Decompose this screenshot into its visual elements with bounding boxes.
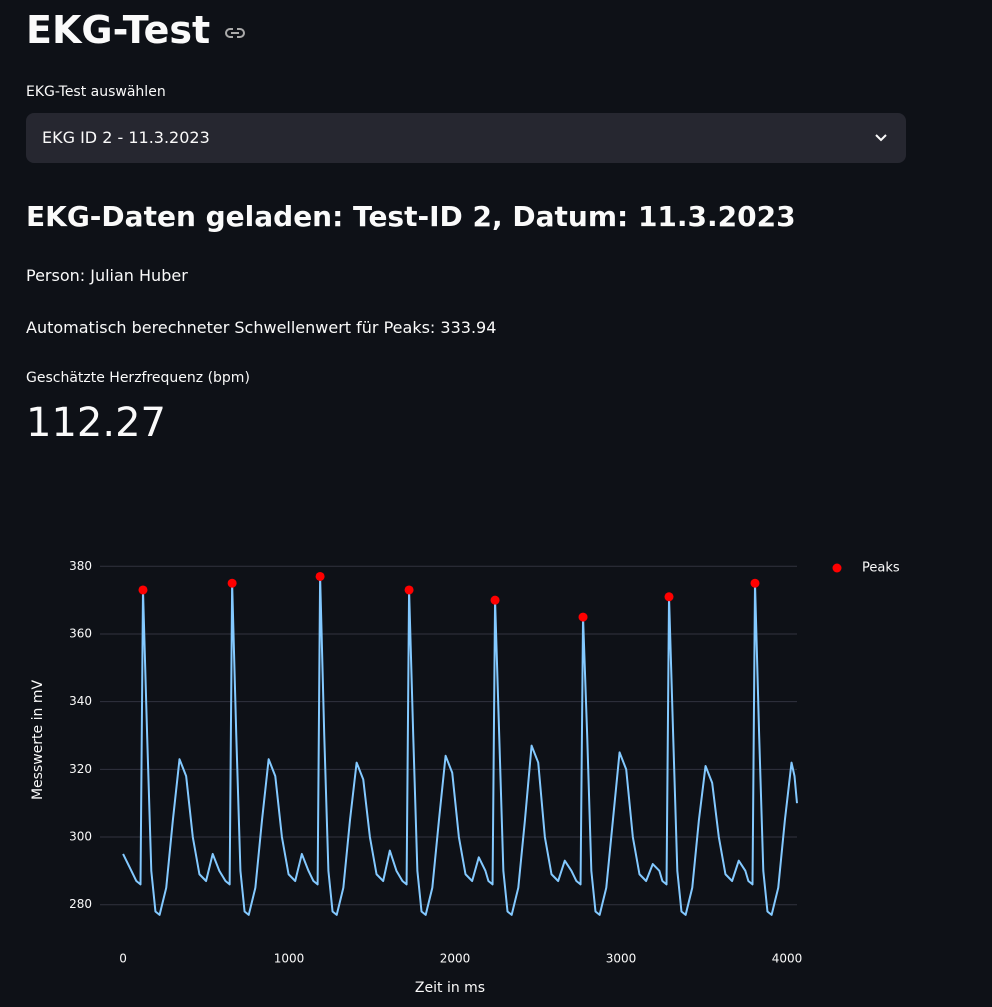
y-axis-title: Messwerte in mV <box>30 680 46 801</box>
y-tick-label: 380 <box>69 559 92 573</box>
chart: 280 300 320 340 360 380 0 1000 2000 3000 4000 Zeit … <box>30 559 900 996</box>
y-tick-label: 320 <box>69 762 92 776</box>
x-axis-title: Zeit in ms <box>415 980 485 996</box>
title-text: EKG-Test <box>26 8 211 52</box>
x-tick-label: 4000 <box>772 952 803 966</box>
y-tick-label: 340 <box>69 694 92 708</box>
page-title: EKG-Test <box>26 8 247 52</box>
metric-label: Geschätzte Herzfrequenz (bpm) <box>26 370 250 386</box>
x-tick-label: 3000 <box>606 952 637 966</box>
select-box[interactable]: EKG ID 2 - 11.3.2023 <box>26 113 906 163</box>
x-tick-label: 1000 <box>274 952 305 966</box>
y-tick-label: 300 <box>69 830 92 844</box>
select-value: EKG ID 2 - 11.3.2023 <box>42 128 210 147</box>
peak-marker <box>227 578 237 588</box>
peak-marker <box>404 585 414 595</box>
threshold-text: Automatisch berechneter Schwellenwert fü… <box>26 318 497 337</box>
metric-value: 112.27 <box>26 400 166 446</box>
legend-label: Peaks <box>862 561 900 576</box>
peak-marker <box>664 592 674 602</box>
subheader: EKG-Daten geladen: Test-ID 2, Datum: 11.… <box>26 200 796 233</box>
y-tick-label: 360 <box>69 626 92 640</box>
x-tick-label: 2000 <box>440 952 471 966</box>
peak-marker <box>750 578 760 588</box>
chevron <box>875 134 887 142</box>
peak-marker <box>138 585 148 595</box>
y-tick-label: 280 <box>69 897 92 911</box>
ekg-line <box>122 575 798 916</box>
x-tick-label: 0 <box>119 952 127 966</box>
peak-marker <box>578 612 588 622</box>
peak-marker <box>315 571 325 581</box>
person-text: Person: Julian Huber <box>26 266 188 285</box>
legend-marker <box>832 563 842 573</box>
link-icon[interactable] <box>223 21 247 45</box>
select-label: EKG-Test auswählen <box>26 84 166 100</box>
peak-marker <box>490 595 500 605</box>
